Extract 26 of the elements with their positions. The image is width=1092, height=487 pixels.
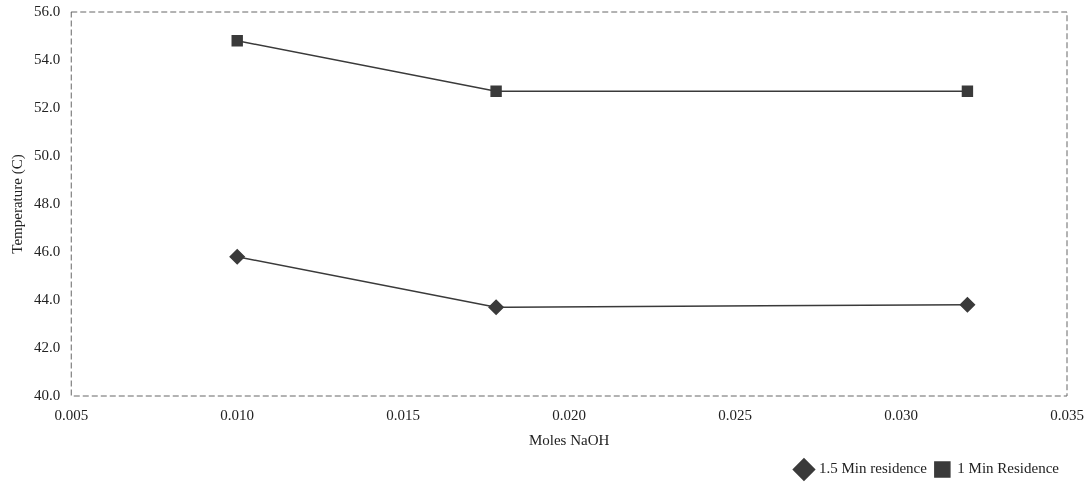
point bbox=[961, 85, 974, 97]
y-tick-label: 52.0 bbox=[34, 98, 61, 115]
y-tick-label: 46.0 bbox=[34, 242, 61, 259]
x-axis-title: Moles NaOH bbox=[528, 431, 610, 448]
point bbox=[231, 35, 243, 47]
y-tick-label: 50.0 bbox=[34, 146, 61, 163]
point bbox=[488, 299, 504, 315]
point bbox=[229, 249, 245, 265]
y-axis-title: Temperature (C) bbox=[8, 154, 26, 254]
x-tick-label: 0.005 bbox=[54, 406, 89, 423]
legend-label: 1.5 Min residence bbox=[818, 460, 928, 477]
y-tick-label: 56.0 bbox=[34, 2, 61, 19]
y-tick-label: 44.0 bbox=[34, 290, 61, 307]
x-tick-label: 0.020 bbox=[552, 406, 586, 423]
y-tick-label: 48.0 bbox=[34, 194, 61, 211]
point bbox=[490, 85, 502, 97]
legend-label: 1 Min Residence bbox=[957, 460, 1060, 477]
y-tick-label: 40.0 bbox=[34, 386, 61, 403]
x-tick-label: 0.030 bbox=[884, 406, 918, 423]
x-tick-label: 0.035 bbox=[1050, 406, 1084, 423]
x-tick-label: 0.025 bbox=[718, 406, 752, 423]
x-tick-label: 0.015 bbox=[386, 406, 421, 423]
point bbox=[959, 297, 976, 313]
y-tick-label: 42.0 bbox=[34, 338, 61, 355]
x-tick-label: 0.010 bbox=[220, 406, 255, 423]
y-tick-label: 54.0 bbox=[34, 50, 61, 67]
